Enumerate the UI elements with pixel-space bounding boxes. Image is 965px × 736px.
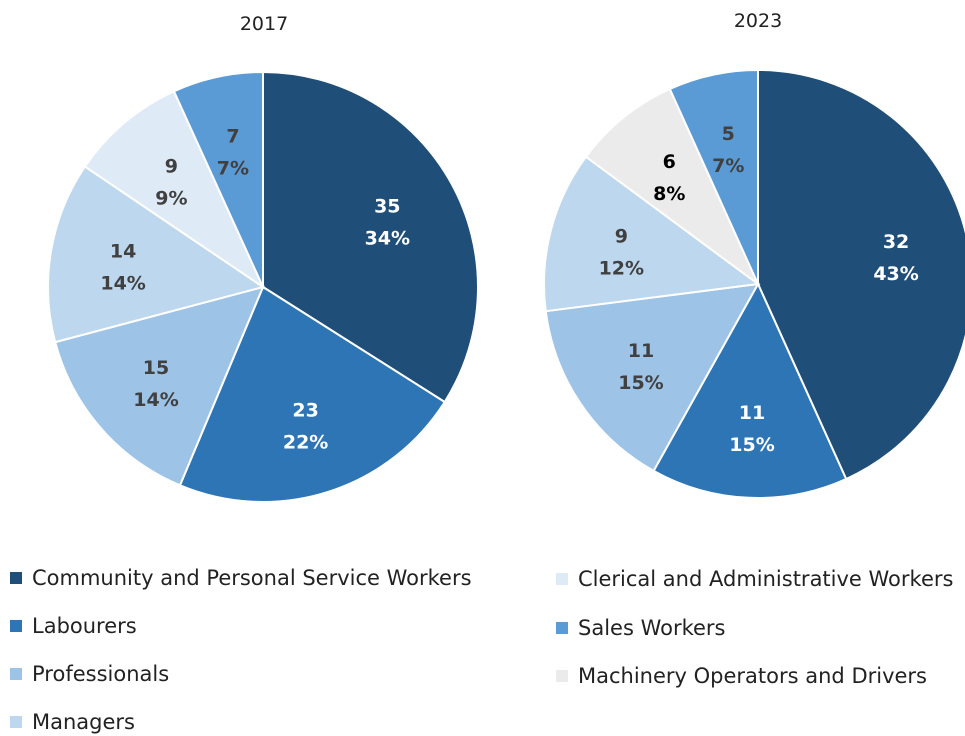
data-label-value: 5 — [722, 123, 735, 145]
pie-2017: 35 34% 23 22% 15 14% 14 14% 9 9% 7 7% — [47, 70, 479, 503]
legend-label: Professionals — [32, 662, 170, 686]
legend-swatch — [556, 622, 568, 634]
legend-item-managers: Managers — [10, 710, 135, 734]
pie-title-2017: 2017 — [240, 13, 288, 35]
data-label-percent: 14% — [100, 272, 145, 294]
pie-slice-community-and-personal-service-workers — [757, 68, 965, 481]
data-label-value: 23 — [292, 399, 318, 421]
legend-label: Labourers — [32, 614, 137, 638]
pie-slice-clerical-and-administrative-workers — [83, 89, 266, 290]
data-label-percent: 22% — [283, 431, 328, 453]
data-label-percent: 8% — [653, 183, 685, 205]
data-label-percent: 15% — [618, 372, 663, 394]
data-label-value: 9 — [615, 225, 628, 247]
legend-swatch — [10, 620, 22, 632]
legend-label: Managers — [32, 710, 135, 734]
legend-item-labourers: Labourers — [10, 614, 137, 638]
data-label-percent: 15% — [729, 434, 774, 456]
legend-label: Sales Workers — [578, 616, 726, 640]
pie-slice-sales-workers — [668, 68, 759, 285]
pie-slice-community-and-personal-service-workers — [262, 70, 479, 404]
pie-slice-managers — [543, 155, 761, 313]
data-label-percent: 43% — [873, 263, 918, 285]
data-label-percent: 7% — [712, 155, 744, 177]
legend-item-clerical: Clerical and Administrative Workers — [556, 567, 953, 591]
pie-2023: 32 43% 11 15% 11 15% 9 12% 6 8% 5 7% — [543, 68, 965, 499]
data-label-value: 15 — [143, 357, 169, 379]
pie-slice-labourers — [652, 281, 848, 499]
legend-item-community: Community and Personal Service Workers — [10, 566, 472, 590]
pie-slice-sales-workers — [172, 70, 264, 288]
data-label-value: 14 — [110, 240, 136, 262]
pie-slice-professionals — [544, 282, 760, 473]
data-label-value: 32 — [883, 231, 909, 253]
data-label-percent: 34% — [365, 228, 410, 250]
legend-swatch — [556, 573, 568, 585]
legend-swatch — [10, 572, 22, 584]
pie-slice-labourers — [178, 285, 447, 503]
legend-label: Clerical and Administrative Workers — [578, 567, 954, 591]
pie-charts-area: 2017 2023 35 34% 23 22% 15 14% 14 14% 9 9% 7 7% 32 4… — [47, 10, 965, 503]
data-label-value: 11 — [739, 402, 765, 424]
data-label-value: 7 — [226, 125, 239, 147]
pie-slice-machinery-operators-and-drivers — [584, 87, 761, 288]
data-label-value: 6 — [663, 151, 676, 173]
pie-slice-managers — [47, 165, 266, 344]
legend-label: Community and Personal Service Workers — [32, 566, 472, 590]
legend-item-professionals: Professionals — [10, 662, 169, 686]
data-label-percent: 12% — [599, 257, 644, 279]
data-label-percent: 7% — [217, 157, 249, 179]
data-label-value: 11 — [628, 340, 654, 362]
data-label-value: 9 — [165, 156, 178, 178]
legend-swatch — [556, 670, 568, 682]
legend-item-machinery: Machinery Operators and Drivers — [556, 664, 927, 688]
pie-slice-professionals — [53, 285, 265, 487]
data-label-percent: 14% — [133, 389, 178, 411]
legend-swatch — [10, 716, 22, 728]
legend-item-sales: Sales Workers — [556, 616, 726, 640]
legend-swatch — [10, 668, 22, 680]
pie-title-2023: 2023 — [734, 10, 782, 32]
data-label-value: 35 — [374, 196, 400, 218]
data-label-percent: 9% — [155, 188, 187, 210]
legend-label: Machinery Operators and Drivers — [578, 664, 928, 688]
